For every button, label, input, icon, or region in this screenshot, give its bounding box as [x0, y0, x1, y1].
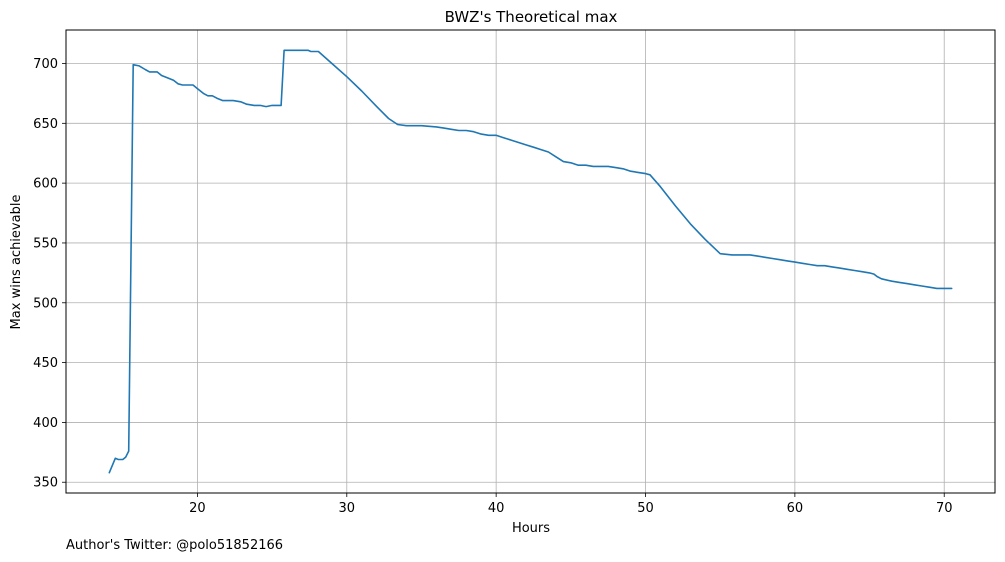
y-tick-label: 600 [33, 177, 58, 192]
author-credit: Author's Twitter: @polo51852166 [66, 538, 284, 553]
x-tick-label: 30 [339, 501, 356, 516]
y-axis-label: Max wins achievable [9, 195, 24, 330]
y-tick-label: 450 [33, 356, 58, 371]
x-tick-label: 60 [787, 501, 804, 516]
y-tick-label: 350 [33, 476, 58, 491]
y-tick-label: 650 [33, 117, 58, 132]
x-tick-label: 70 [936, 501, 953, 516]
x-axis: 20 30 40 50 60 70 [189, 493, 952, 516]
x-tick-label: 20 [189, 501, 206, 516]
x-axis-label: Hours [512, 521, 550, 536]
series-group [108, 49, 953, 474]
y-axis: 350 400 450 500 550 600 650 700 [33, 57, 66, 491]
x-tick-label: 50 [637, 501, 654, 516]
plot-frame [65, 29, 996, 494]
series-line-0 [108, 49, 953, 474]
x-tick-label: 40 [488, 501, 505, 516]
chart-title: BWZ's Theoretical max [445, 8, 618, 26]
y-tick-label: 700 [33, 57, 58, 72]
y-tick-label: 500 [33, 296, 58, 311]
y-tick-label: 550 [33, 236, 58, 251]
grid-lines [66, 30, 995, 493]
y-tick-label: 400 [33, 416, 58, 431]
